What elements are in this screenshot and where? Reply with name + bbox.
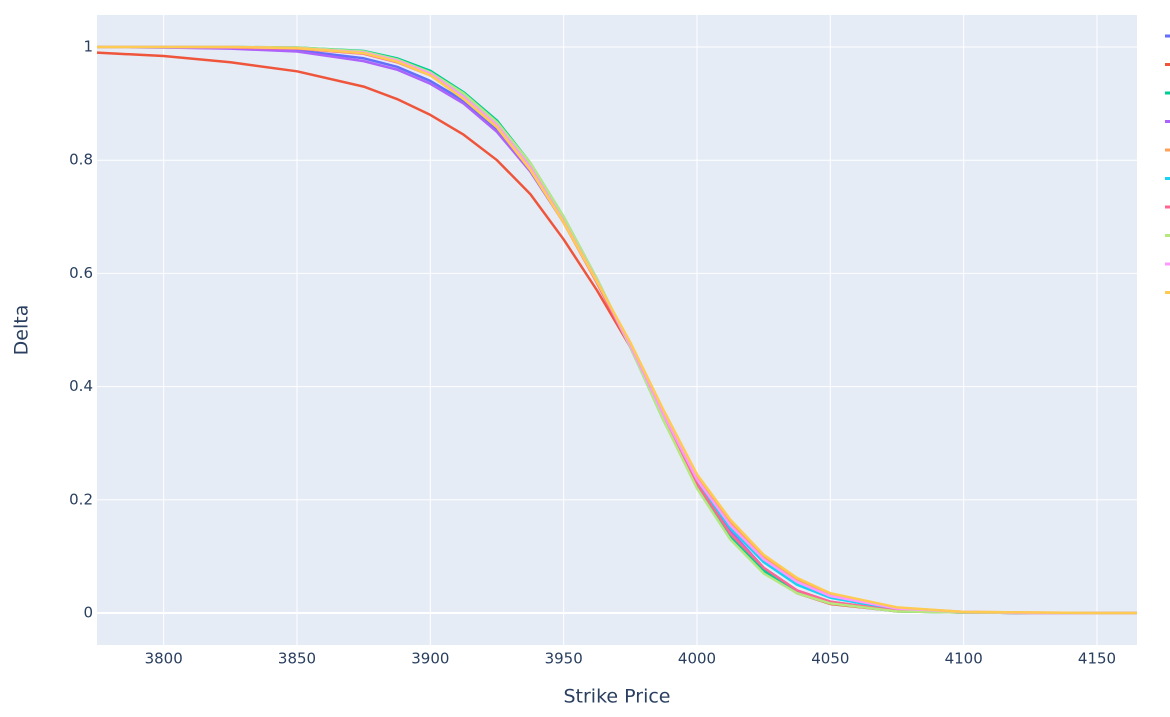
x-axis-title: Strike Price [563, 686, 670, 708]
x-tick-label: 4000 [678, 650, 716, 668]
x-tick-label: 4050 [811, 650, 849, 668]
y-tick-label: 0.4 [69, 377, 93, 395]
x-tick-label: 4100 [945, 650, 983, 668]
y-tick-label: 0.6 [69, 264, 93, 282]
x-tick-label: 3950 [545, 650, 583, 668]
y-tick-label: 0 [83, 604, 93, 622]
plot-area [97, 15, 1137, 645]
x-tick-label: 4150 [1078, 650, 1116, 668]
x-tick-label: 3850 [278, 650, 316, 668]
x-tick-label: 3900 [411, 650, 449, 668]
y-tick-label: 0.8 [69, 151, 93, 169]
y-tick-label: 0.2 [69, 490, 93, 508]
y-axis-title: Delta [11, 305, 33, 356]
series-line [97, 45, 1137, 615]
y-tick-label: 1 [83, 37, 93, 55]
x-tick-label: 3800 [145, 650, 183, 668]
